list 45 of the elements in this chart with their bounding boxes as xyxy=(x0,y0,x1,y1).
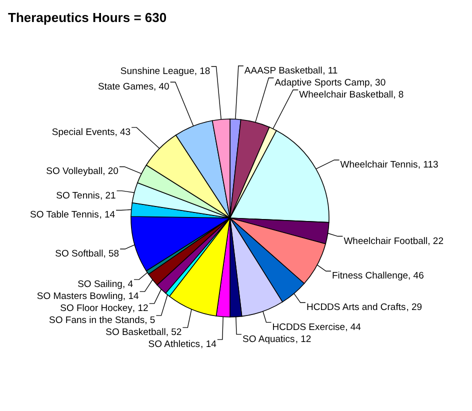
data-label: , 40 xyxy=(153,82,170,93)
slice-label: Fitness Challenge xyxy=(332,270,408,282)
slice-label: SO Sailing xyxy=(78,279,122,290)
data-label: , 14 xyxy=(122,291,139,302)
slice-label: SO Athletics xyxy=(148,339,200,350)
slice-label: SO Fans in the Stands xyxy=(49,315,145,326)
data-label: , 58 xyxy=(103,248,120,260)
data-label: , 12 xyxy=(132,303,148,314)
slice-label: SO Floor Hockey xyxy=(60,303,133,314)
slice-label: Special Events xyxy=(52,126,115,138)
slice-label: Sunshine League xyxy=(120,66,194,77)
data-label: , 14 xyxy=(200,339,216,350)
data-label: , 29 xyxy=(406,302,422,314)
slice-label: State Games xyxy=(98,82,154,93)
slice-label: Wheelchair Tennis xyxy=(340,159,418,170)
slice-label: HCDDS Arts and Crafts xyxy=(306,302,406,314)
data-label: , 4 xyxy=(122,279,134,290)
data-label: , 30 xyxy=(370,77,386,88)
data-label: , 14 xyxy=(99,210,116,221)
data-label: , 20 xyxy=(102,166,118,178)
slice-label: SO Softball xyxy=(55,248,104,260)
chart-title: Therapeutics Hours = 630 xyxy=(8,10,167,25)
data-label: , 43 xyxy=(114,126,131,138)
data-label: , 11 xyxy=(322,65,338,76)
data-label: , 44 xyxy=(345,322,361,333)
slice-label: SO Masters Bowling xyxy=(36,291,123,302)
data-label: , 22 xyxy=(428,236,444,247)
slice-label: SO Aquatics xyxy=(242,334,296,345)
data-label: , 18 xyxy=(194,66,210,77)
data-label: , 5 xyxy=(144,315,156,326)
data-label: , 113 xyxy=(418,159,438,170)
slice-label: AAASP Basketball xyxy=(244,65,322,76)
slice-label: SO Volleyball xyxy=(46,166,103,178)
slice-label: SO Table Tennis xyxy=(30,210,100,221)
data-label: , 46 xyxy=(408,270,424,282)
slice-label: HCDDS Exercise xyxy=(272,322,346,333)
data-label: , 12 xyxy=(295,334,312,345)
slice-label: SO Basketball xyxy=(106,327,166,338)
slice-label: Adaptive Sports Camp xyxy=(274,77,370,88)
data-label: , 52 xyxy=(166,327,182,338)
slice-label: Wheelchair Basketball xyxy=(299,89,394,100)
data-label: , 8 xyxy=(393,89,404,100)
slice-label: SO Tennis xyxy=(56,190,100,202)
data-label: , 21 xyxy=(100,190,116,202)
slice-label: Wheelchair Football xyxy=(344,236,428,247)
